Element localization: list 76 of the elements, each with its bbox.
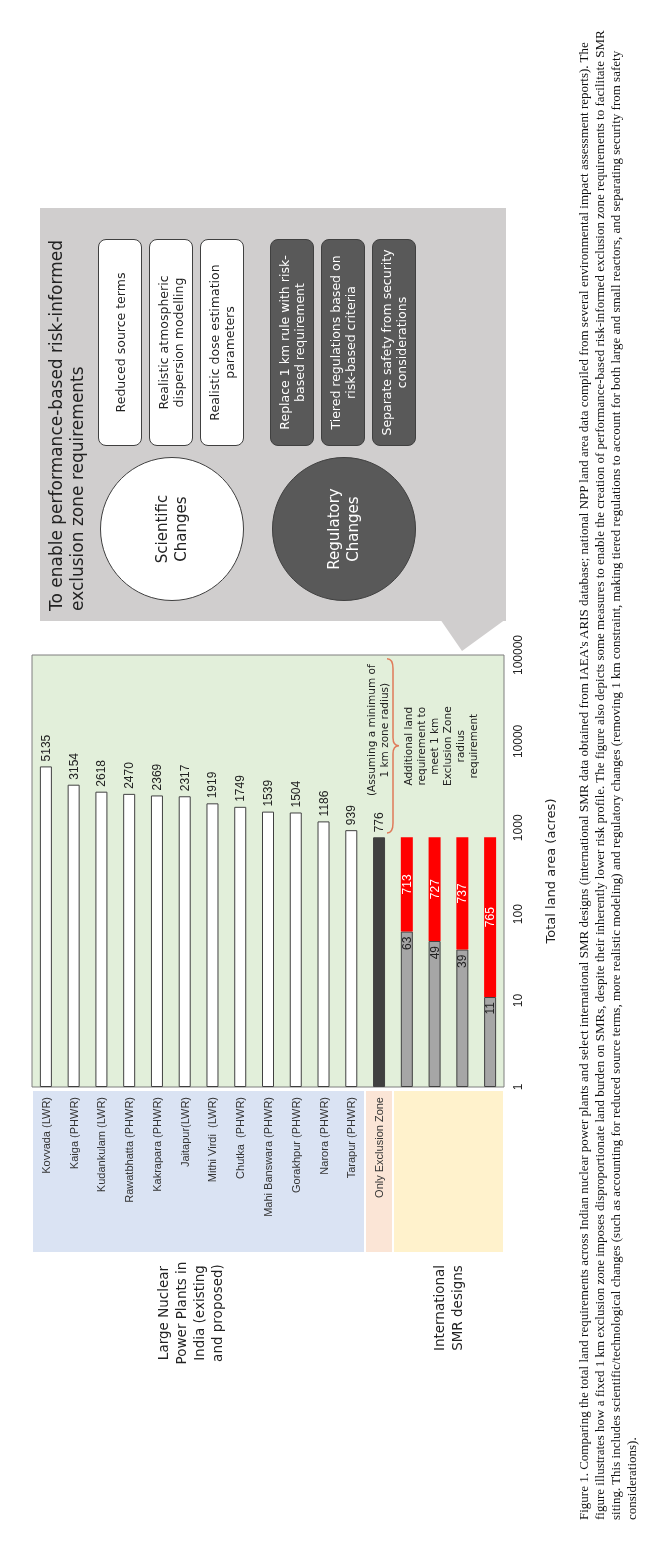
x-tick-label: Tarapur (PHWR) bbox=[345, 1097, 358, 1179]
bar bbox=[178, 796, 191, 1087]
data-label: 1504 bbox=[288, 780, 303, 808]
data-label: 2470 bbox=[122, 761, 137, 789]
x-tick-label: Only Exclusion Zone bbox=[373, 1097, 386, 1198]
data-label: 727 bbox=[427, 878, 442, 900]
bar bbox=[234, 806, 247, 1087]
data-label: 1919 bbox=[205, 771, 220, 799]
x-tick-label: Rawatbhatta (PHWR) bbox=[123, 1097, 136, 1203]
bar bbox=[484, 997, 497, 1087]
data-label: 776 bbox=[372, 811, 387, 833]
x-tick-label: Kakrapara (PHWR) bbox=[150, 1097, 163, 1192]
y-tick-label: 1 bbox=[511, 1083, 525, 1091]
data-label: 765 bbox=[483, 906, 498, 928]
caption: Figure 1. Comparing the total land requirements across Indian nuclear power plants and select international SMR designs (international SMR data obtained from IAEA's ARIS database; national NPP land area data compiled from several environmental impact assessment reports). The figure illustrates how a fixed 1 km exclusion zone imposes disproportionate land burden on SMRs, despite their inherently lower risk profile. The figure also depicts some measures to enable the creation of performance-based risk-informed exclusion zone requirements to facilitate SMR siting. This includes scientific/technological changes (such as accounting for reduced source terms, more realistic modeling) and regulatory changes (removing 1 km constraint, making tiered regulations to account for both large and small reactors, and separating security from safety considerations). bbox=[576, 30, 640, 1520]
data-label: 1186 bbox=[316, 790, 331, 817]
data-label: 39 bbox=[455, 954, 470, 968]
y-tick-label: 1000 bbox=[511, 814, 525, 842]
text: To enable performance-based risk-informed exclusion zone requirements bbox=[46, 239, 88, 611]
y-axis-title: Total land area (acres) bbox=[543, 798, 558, 945]
data-label: 1539 bbox=[261, 779, 275, 807]
text: Tiered regulations based on risk-based criteria bbox=[321, 239, 365, 446]
bar bbox=[123, 793, 136, 1087]
text: Separate safety from security considerations bbox=[372, 239, 416, 446]
data-label: 2317 bbox=[177, 764, 192, 792]
data-label: 63 bbox=[399, 936, 414, 950]
x-tick-label: Mithi Virdi (LWR) bbox=[206, 1097, 219, 1183]
data-label: 737 bbox=[455, 883, 470, 904]
bar bbox=[428, 837, 441, 941]
bar bbox=[484, 837, 497, 998]
text: Regulatory Changes bbox=[272, 457, 416, 601]
data-label: 49 bbox=[427, 945, 442, 960]
annotation: (Assuming a minimum of 1 km zone radius) bbox=[365, 663, 392, 799]
x-tick-label: Gorakhpur (PHWR) bbox=[289, 1097, 302, 1193]
bar bbox=[400, 931, 413, 1087]
data-label: 3154 bbox=[66, 752, 81, 780]
data-label: 713 bbox=[399, 874, 414, 895]
bar bbox=[67, 784, 80, 1087]
bar bbox=[39, 766, 52, 1087]
x-tick-label: Chutka (PHWR) bbox=[234, 1097, 247, 1179]
bar bbox=[345, 830, 358, 1087]
bar bbox=[95, 791, 108, 1087]
annotation: Additional land requirement to meet 1 km Exclusion Zone radius requirement bbox=[401, 705, 480, 788]
data-label: 939 bbox=[344, 804, 359, 826]
data-label: 1749 bbox=[233, 774, 248, 802]
text: Scientific Changes bbox=[100, 457, 244, 601]
y-tick-label: 100000 bbox=[511, 634, 525, 676]
bar bbox=[456, 837, 469, 950]
bar bbox=[456, 949, 469, 1087]
bar bbox=[289, 812, 302, 1087]
y-tick-label: 100 bbox=[511, 903, 525, 925]
text: Large Nuclear Power Plants in India (existing and proposed) bbox=[153, 1260, 226, 1367]
x-tick-label: Kaiga (PHWR) bbox=[67, 1097, 80, 1170]
data-label: 2618 bbox=[94, 759, 109, 787]
text: Realistic dose estimation parameters bbox=[200, 239, 244, 446]
y-tick-label: 10 bbox=[511, 993, 525, 1008]
bar bbox=[373, 837, 386, 1087]
bar bbox=[400, 837, 413, 932]
x-tick-label: Jaitapur(LWR) bbox=[178, 1097, 191, 1168]
text: Reduced source terms bbox=[98, 239, 142, 446]
bar bbox=[150, 795, 163, 1087]
text: Realistic atmospheric dispersion modelling bbox=[149, 239, 193, 446]
data-label: 2369 bbox=[149, 763, 164, 791]
y-tick-label: 10000 bbox=[511, 724, 525, 759]
data-label: 5135 bbox=[38, 734, 53, 762]
bar bbox=[206, 803, 219, 1087]
bar bbox=[262, 811, 274, 1087]
data-label: 11 bbox=[483, 1001, 498, 1015]
x-tick-label: Kudankulam (LWR) bbox=[95, 1097, 108, 1193]
x-tick-label: Kovvada (LWR) bbox=[39, 1097, 52, 1174]
text: International SMR designs bbox=[430, 1263, 467, 1354]
text: Replace 1 km rule with risk-based requirement bbox=[270, 239, 314, 446]
bar bbox=[428, 940, 441, 1087]
bar bbox=[317, 821, 330, 1087]
x-tick-label: Mahi Banswara (PHWR) bbox=[262, 1097, 274, 1217]
x-tick-label: Narora (PHWR) bbox=[317, 1097, 330, 1175]
